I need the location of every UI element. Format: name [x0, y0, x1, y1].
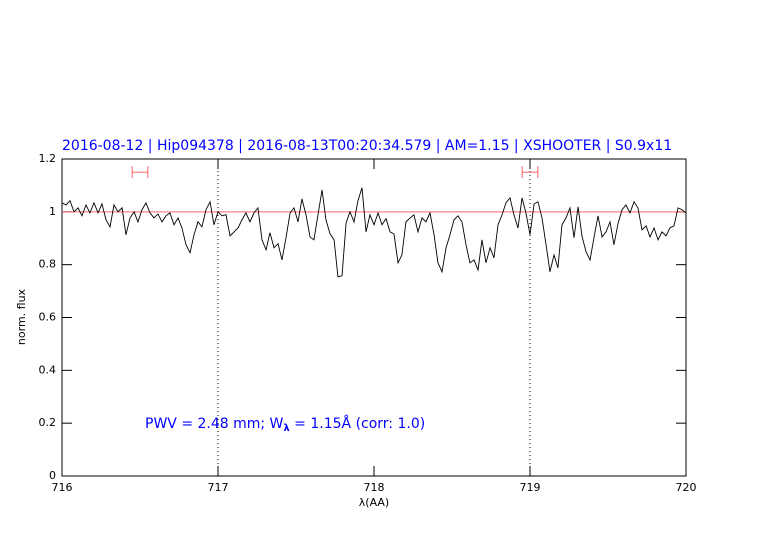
- annotation-text: = 1.15Å (corr: 1.0): [290, 415, 425, 432]
- annotation: PWV = 2.48 mm; Wλ = 1.15Å (corr: 1.0): [145, 415, 425, 434]
- y-tick-label: 0.2: [39, 416, 57, 429]
- annotation-subscript: λ: [283, 423, 290, 434]
- x-tick-label: 720: [676, 481, 697, 494]
- x-axis-label: λ(AA): [359, 496, 389, 509]
- y-tick-label: 0.8: [39, 258, 57, 271]
- chart-title: 2016-08-12 | Hip094378 | 2016-08-13T00:2…: [62, 138, 672, 154]
- spectrum-line: [61, 187, 687, 278]
- x-tick-label: 718: [364, 481, 385, 494]
- y-axis-label: norm. flux: [15, 288, 28, 345]
- y-tick-label: 0.6: [39, 311, 57, 324]
- y-tick-label: 1: [49, 205, 56, 218]
- y-tick-label: 0.4: [39, 363, 57, 376]
- y-tick-label: 1.2: [39, 152, 57, 165]
- x-tick-label: 719: [520, 481, 541, 494]
- y-tick-label: 0: [49, 469, 56, 482]
- annotation-text: PWV = 2.48 mm; W: [145, 416, 284, 432]
- x-tick-label: 716: [52, 481, 73, 494]
- x-tick-label: 717: [208, 481, 229, 494]
